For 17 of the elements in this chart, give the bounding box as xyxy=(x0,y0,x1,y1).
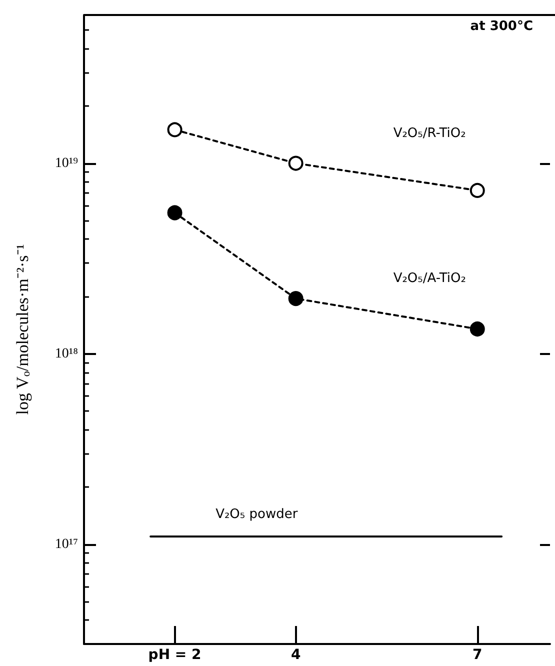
y-tick-label: 10¹⁷ xyxy=(54,536,78,552)
y-tick-label: 10¹⁸ xyxy=(54,346,78,362)
x-tick-label: 7 xyxy=(472,647,482,663)
point xyxy=(470,182,485,198)
x-tick-label: pH = 2 xyxy=(148,647,202,663)
text: V₂O₅/R-TiO₂ xyxy=(393,126,466,141)
point xyxy=(288,291,304,306)
point xyxy=(288,156,304,171)
x-tick-label: 4 xyxy=(290,647,301,663)
y-axis-title: log Vo/molecules·m⁻²·s⁻¹ xyxy=(13,244,32,415)
point xyxy=(167,205,182,220)
annotation: at 300°C xyxy=(470,19,534,34)
point xyxy=(470,321,485,336)
point xyxy=(167,122,182,138)
text: V₂O₅/A-TiO₂ xyxy=(393,271,466,286)
series-label: V₂O₅ powder xyxy=(216,506,298,522)
y-tick-label: 10¹⁹ xyxy=(54,156,78,171)
